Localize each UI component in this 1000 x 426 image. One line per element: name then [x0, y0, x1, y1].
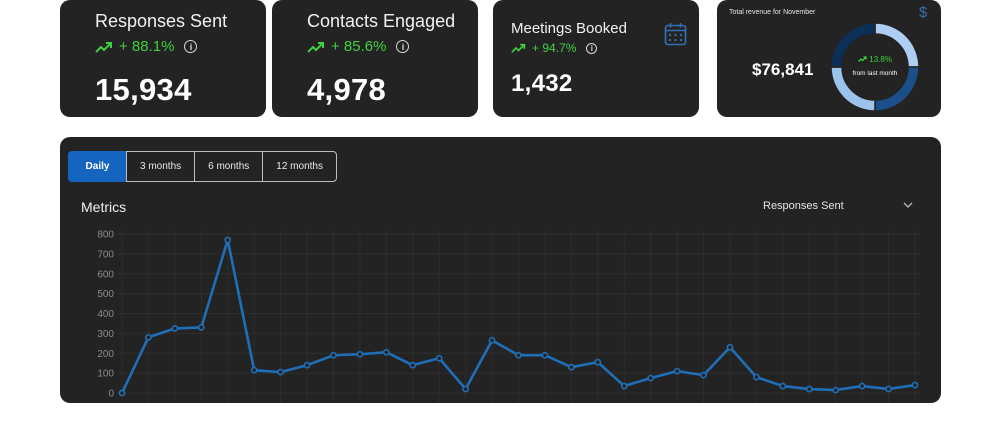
- revenue-card: Total revenue for November $ $76,841 13.…: [717, 0, 941, 117]
- panel-title: Metrics: [81, 199, 127, 215]
- data-point[interactable]: [488, 336, 496, 344]
- info-icon[interactable]: i: [396, 40, 410, 53]
- metrics-line-chart: 0 100 200 300 400 500 600 700 800: [97, 230, 921, 403]
- data-point[interactable]: [145, 333, 152, 341]
- range-tabs: Daily 3 months 6 months 12 months: [68, 151, 337, 182]
- data-point[interactable]: [382, 348, 390, 356]
- trend-up-icon: [307, 41, 324, 53]
- data-point[interactable]: [118, 389, 126, 397]
- trend-up-icon: [858, 56, 867, 62]
- data-point[interactable]: [647, 374, 655, 382]
- y-tick-label: 0: [108, 389, 114, 400]
- donut-segment: [830, 22, 876, 68]
- change-value: + 94.7%: [532, 41, 577, 55]
- data-point[interactable]: [673, 367, 681, 375]
- data-point[interactable]: [885, 385, 892, 393]
- tab-6-months[interactable]: 6 months: [194, 151, 264, 182]
- tab-3-months[interactable]: 3 months: [126, 151, 196, 182]
- y-tick-label: 300: [97, 329, 114, 340]
- card-change: + 85.6% i: [307, 38, 410, 55]
- y-tick-label: 600: [97, 269, 114, 280]
- data-point[interactable]: [779, 382, 787, 390]
- data-point[interactable]: [805, 385, 813, 393]
- data-point[interactable]: [594, 358, 602, 366]
- card-change: + 94.7% i: [511, 41, 598, 55]
- card-title: Meetings Booked: [511, 20, 627, 37]
- data-point[interactable]: [224, 236, 232, 244]
- y-tick-label: 200: [97, 349, 114, 360]
- y-tick-label: 800: [97, 230, 114, 241]
- data-point[interactable]: [567, 363, 575, 371]
- tab-daily[interactable]: Daily: [68, 151, 127, 182]
- data-point[interactable]: [250, 366, 258, 374]
- change-value: + 88.1%: [119, 38, 175, 55]
- donut-change: 13.8%: [850, 55, 900, 64]
- data-point[interactable]: [753, 373, 760, 381]
- info-icon[interactable]: i: [184, 40, 198, 53]
- data-point[interactable]: [832, 386, 840, 394]
- dollar-icon: $: [919, 4, 928, 21]
- donut-change-label: from last month: [852, 70, 898, 77]
- data-point[interactable]: [911, 381, 919, 389]
- card-value: 15,934: [95, 72, 192, 107]
- meetings-booked-card: Meetings Booked + 94.7% i 1,432: [493, 0, 699, 117]
- chevron-down-icon[interactable]: [903, 201, 913, 209]
- data-point[interactable]: [171, 325, 179, 332]
- tab-12-months[interactable]: 12 months: [262, 151, 337, 182]
- data-point[interactable]: [409, 361, 417, 369]
- y-tick-label: 100: [97, 369, 114, 380]
- data-point[interactable]: [197, 324, 205, 331]
- revenue-value: $76,841: [752, 60, 814, 79]
- data-point[interactable]: [303, 361, 311, 369]
- revenue-donut: [830, 22, 920, 112]
- data-point[interactable]: [858, 382, 866, 390]
- donut-hole: [843, 35, 907, 99]
- responses-sent-card: Responses Sent + 88.1% i 15,934: [60, 0, 266, 117]
- data-point[interactable]: [435, 354, 443, 362]
- card-change: + 88.1% i: [95, 38, 198, 55]
- data-point[interactable]: [356, 350, 364, 358]
- contacts-engaged-card: Contacts Engaged + 85.6% i 4,978: [272, 0, 478, 117]
- data-point[interactable]: [700, 371, 707, 379]
- data-point[interactable]: [620, 382, 628, 390]
- card-value: 1,432: [511, 70, 573, 97]
- change-value: + 85.6%: [331, 38, 387, 55]
- card-title: Responses Sent: [95, 11, 228, 31]
- data-point[interactable]: [726, 343, 734, 351]
- metrics-panel: 0 100 200 300 400 500 600 700 800 Daily 3 months…: [60, 137, 941, 403]
- card-title: Contacts Engaged: [307, 11, 456, 31]
- trend-up-icon: [95, 41, 112, 53]
- card-value: 4,978: [307, 72, 387, 107]
- metric-select[interactable]: Responses Sent: [763, 200, 844, 212]
- calendar-icon: [664, 23, 687, 46]
- revenue-label: Total revenue for November: [729, 9, 816, 16]
- y-tick-label: 700: [97, 249, 114, 260]
- data-point[interactable]: [515, 351, 522, 359]
- info-icon[interactable]: i: [586, 42, 598, 54]
- trend-up-icon: [511, 43, 526, 53]
- data-point[interactable]: [462, 385, 470, 393]
- donut-change-value: 13.8%: [869, 55, 892, 64]
- data-point[interactable]: [330, 351, 337, 359]
- y-tick-label: 500: [97, 289, 114, 300]
- data-point[interactable]: [541, 351, 549, 359]
- y-tick-label: 400: [97, 309, 114, 320]
- data-point[interactable]: [277, 368, 284, 376]
